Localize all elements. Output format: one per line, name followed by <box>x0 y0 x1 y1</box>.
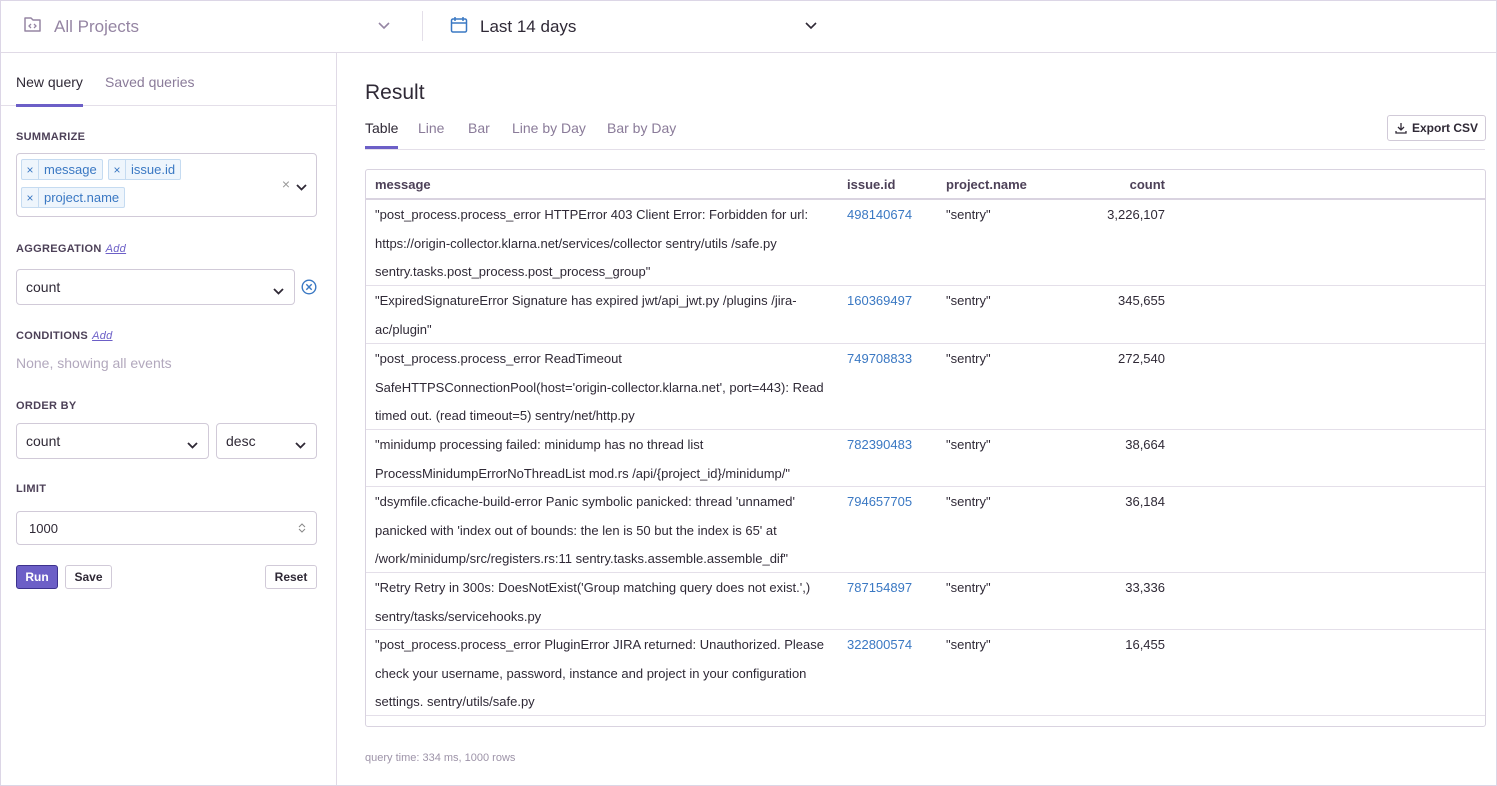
tab-bar-by-day[interactable]: Bar by Day <box>607 120 677 136</box>
cell-count: 345,655 <box>1118 293 1165 308</box>
tab-bar[interactable]: Bar <box>468 120 490 136</box>
cell-issue-id[interactable]: 749708833 <box>847 351 913 366</box>
order-by-direction-select[interactable]: desc <box>216 423 317 459</box>
summarize-tag: × issue.id <box>108 159 182 180</box>
cell-count: 36,184 <box>1125 494 1165 509</box>
cell-issue-id[interactable]: 160369497 <box>847 293 913 308</box>
project-selector[interactable]: All Projects <box>23 1 395 53</box>
add-aggregation-link[interactable]: Add <box>105 243 127 255</box>
cell-issue-id[interactable]: 787154897 <box>847 580 913 595</box>
summarize-tag: × message <box>21 159 103 180</box>
summarize-label: SUMMARIZE <box>16 131 86 143</box>
aggregation-label: AGGREGATION Add <box>16 243 127 255</box>
column-header-issue-id: issue.id <box>847 177 896 192</box>
query-builder-sidebar: New query Saved queries SUMMARIZE × mess… <box>1 53 337 785</box>
calendar-icon <box>450 16 468 39</box>
cell-count: 33,336 <box>1125 580 1165 595</box>
cell-project-name: "sentry" <box>946 637 991 652</box>
cell-project-name: "sentry" <box>946 494 991 509</box>
aggregation-select[interactable]: count <box>16 269 295 305</box>
header-divider <box>422 11 423 41</box>
table-row: "Retry Retry in 300s: DoesNotExist('Grou… <box>366 573 1485 630</box>
close-icon[interactable]: × <box>109 160 126 179</box>
cell-project-name: "sentry" <box>946 580 991 595</box>
limit-label: LIMIT <box>16 483 47 495</box>
cell-issue-id[interactable]: 322800574 <box>847 637 913 652</box>
reset-button[interactable]: Reset <box>265 565 317 589</box>
cell-count: 38,664 <box>1125 437 1165 452</box>
table-row: "post_process.process_error PluginError … <box>366 630 1485 716</box>
cell-message: "post_process.process_error PluginError … <box>375 637 825 709</box>
result-panel: Result Table Line Bar Line by Day Bar by… <box>337 53 1496 785</box>
conditions-label: CONDITIONS Add <box>16 330 113 342</box>
cell-issue-id[interactable]: 498140674 <box>847 207 913 222</box>
remove-aggregation-icon[interactable] <box>301 279 317 300</box>
cell-message: "post_process.process_error HTTPError 40… <box>375 207 809 279</box>
table-row: "post_process.process_error HTTPError 40… <box>366 200 1485 286</box>
cell-project-name: "sentry" <box>946 207 991 222</box>
cell-count: 272,540 <box>1118 351 1165 366</box>
query-stats: query time: 334 ms, 1000 rows <box>365 752 516 764</box>
order-by-label: ORDER BY <box>16 400 77 412</box>
table-header: message issue.id project.name count <box>366 170 1485 200</box>
page-title: Result <box>365 81 425 104</box>
cell-project-name: "sentry" <box>946 437 991 452</box>
sidebar-tabs: New query Saved queries <box>1 53 336 107</box>
table-row: "dsymfile.cficache-build-error Panic sym… <box>366 487 1485 573</box>
tab-line-by-day[interactable]: Line by Day <box>512 120 586 136</box>
visualization-tabs: Table Line Bar Line by Day Bar by Day <box>365 117 1485 150</box>
cell-issue-id[interactable]: 794657705 <box>847 494 913 509</box>
tab-new-query[interactable]: New query <box>16 74 83 107</box>
clear-icon[interactable]: × <box>281 176 290 192</box>
table-row: "minidump processing failed: minidump ha… <box>366 430 1485 487</box>
cell-project-name: "sentry" <box>946 351 991 366</box>
tab-table[interactable]: Table <box>365 120 399 149</box>
date-range-label: Last 14 days <box>480 17 577 36</box>
cell-message: "post_process.process_error ReadTimeout … <box>375 351 824 423</box>
project-icon <box>23 15 42 39</box>
chevron-down-icon <box>187 438 198 454</box>
summarize-multiselect[interactable]: × message × issue.id × project.name × <box>16 153 317 217</box>
conditions-empty-text: None, showing all events <box>16 355 172 371</box>
summarize-tag: × project.name <box>21 187 126 208</box>
chevron-down-icon <box>295 438 306 454</box>
cell-message: "ExpiredSignatureError Signature has exp… <box>375 293 797 337</box>
cell-issue-id[interactable]: 782390483 <box>847 437 913 452</box>
project-selector-label: All Projects <box>54 17 140 36</box>
chevron-down-icon <box>377 19 391 38</box>
chevron-down-icon <box>804 19 818 38</box>
run-button[interactable]: Run <box>16 565 58 589</box>
chevron-down-icon[interactable] <box>296 180 307 198</box>
tab-saved-queries[interactable]: Saved queries <box>105 74 195 90</box>
cell-count: 3,226,107 <box>1107 207 1165 222</box>
chevron-down-icon <box>273 284 284 300</box>
limit-input[interactable]: 1000 <box>16 511 317 545</box>
stepper-icon[interactable] <box>298 522 306 537</box>
column-header-count: count <box>1129 177 1165 192</box>
add-condition-link[interactable]: Add <box>92 330 113 342</box>
tab-line[interactable]: Line <box>418 120 445 136</box>
column-header-message: message <box>375 177 431 192</box>
close-icon[interactable]: × <box>22 188 39 207</box>
export-csv-button[interactable]: Export CSV <box>1387 115 1486 141</box>
cell-message: "Retry Retry in 300s: DoesNotExist('Grou… <box>375 580 811 624</box>
cell-message: "minidump processing failed: minidump ha… <box>375 437 791 481</box>
download-icon <box>1395 123 1407 134</box>
table-row: "post_process.process_error ReadTimeout … <box>366 344 1485 430</box>
close-icon[interactable]: × <box>22 160 39 179</box>
cell-project-name: "sentry" <box>946 293 991 308</box>
save-button[interactable]: Save <box>65 565 112 589</box>
date-range-selector[interactable]: Last 14 days <box>450 1 820 53</box>
cell-count: 16,455 <box>1125 637 1165 652</box>
column-header-project-name: project.name <box>946 177 1027 192</box>
cell-message: "dsymfile.cficache-build-error Panic sym… <box>375 494 795 566</box>
results-table: message issue.id project.name count "pos… <box>365 169 1486 727</box>
top-bar: All Projects Last 14 days <box>1 1 1496 53</box>
table-row: "ExpiredSignatureError Signature has exp… <box>366 286 1485 344</box>
order-by-field-select[interactable]: count <box>16 423 209 459</box>
